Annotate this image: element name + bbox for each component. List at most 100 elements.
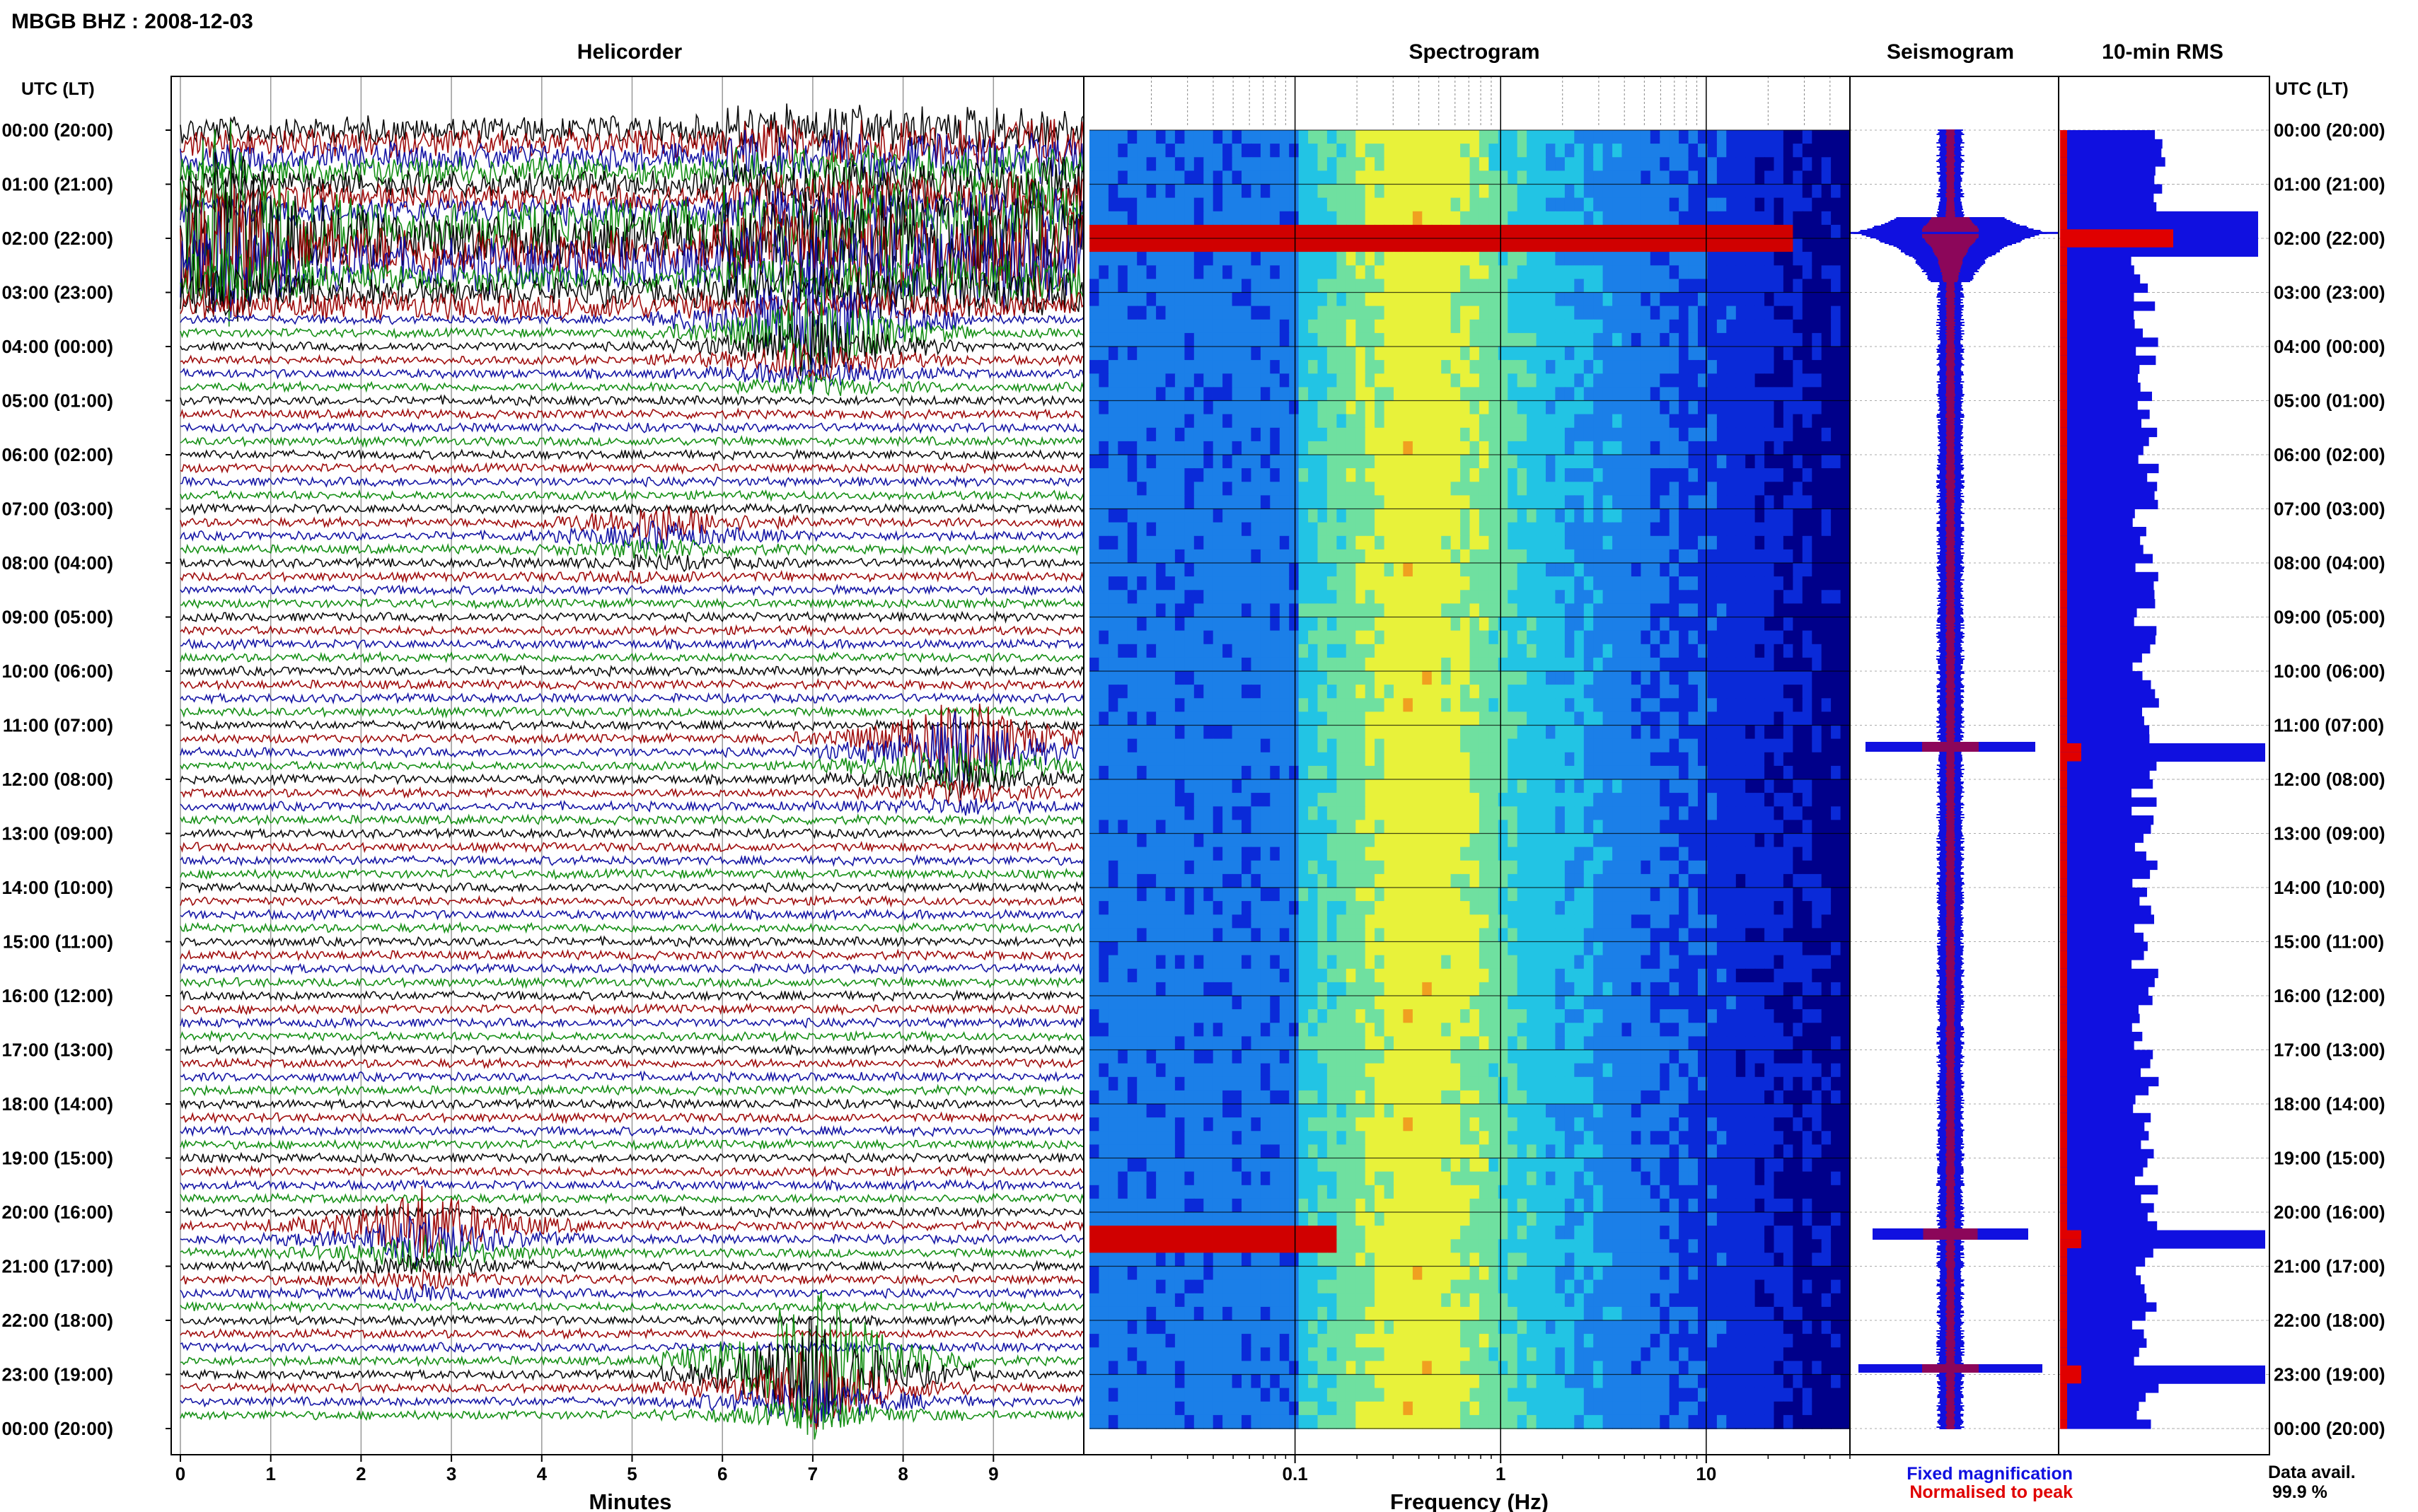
spectrogram-cell xyxy=(1355,671,1366,685)
spectrogram-cell xyxy=(1754,711,1765,726)
spectrogram-cell xyxy=(1260,373,1271,388)
spectrogram-cell xyxy=(1488,319,1499,334)
spectrogram-cell xyxy=(1460,860,1471,875)
spectrogram-cell xyxy=(1536,576,1546,591)
spectrogram-cell xyxy=(1394,332,1404,347)
spectrogram-cell xyxy=(1488,820,1499,834)
spectrogram-cell xyxy=(1735,603,1746,618)
spectrogram-cell xyxy=(1602,347,1613,361)
spectrogram-cell xyxy=(1555,211,1566,226)
spectrogram-cell xyxy=(1783,197,1794,212)
spectrogram-cell xyxy=(1308,644,1319,658)
spectrogram-cell xyxy=(1508,495,1518,510)
spectrogram-cell xyxy=(1394,711,1404,726)
spectrogram-cell xyxy=(1469,833,1480,848)
spectrogram-cell xyxy=(1698,522,1708,537)
spectrogram-cell xyxy=(1660,779,1670,793)
spectrogram-cell xyxy=(1365,928,1375,943)
spectrogram-cell xyxy=(1812,495,1822,510)
spectrogram-cell xyxy=(1412,590,1423,605)
spectrogram-cell xyxy=(1564,332,1575,347)
spectrogram-cell xyxy=(1745,820,1756,834)
spectrogram-cell xyxy=(1441,873,1452,888)
spectrogram-cell xyxy=(1308,292,1319,307)
spectrogram-cell xyxy=(1099,928,1109,943)
spectrogram-cell xyxy=(1754,387,1765,402)
spectrogram-cell xyxy=(1564,157,1575,172)
spectrogram-cell xyxy=(1641,427,1651,442)
spectrogram-cell xyxy=(1365,211,1375,226)
spectrogram-cell xyxy=(1460,576,1471,591)
spectrogram-cell xyxy=(1346,765,1356,780)
spectrogram-cell xyxy=(1326,873,1338,888)
spectrogram-cell xyxy=(1118,319,1128,334)
spectrogram-cell xyxy=(1431,224,1442,239)
spectrogram-cell xyxy=(1831,806,1841,821)
spectrogram-cell xyxy=(1764,347,1775,361)
spectrogram-cell xyxy=(1365,347,1375,361)
spectrogram-cell xyxy=(1716,455,1728,469)
spectrogram-cell xyxy=(1564,292,1575,307)
spectrogram-cell xyxy=(1431,427,1442,442)
spectrogram-cell xyxy=(1222,211,1233,226)
spectrogram-cell xyxy=(1156,793,1167,807)
spectrogram-cell xyxy=(1251,590,1261,605)
spectrogram-cell xyxy=(1831,820,1841,834)
spectrogram-cell xyxy=(1612,292,1623,307)
spectrogram-cell xyxy=(1821,847,1832,861)
spectrogram-cell xyxy=(1193,617,1204,632)
spectrogram-cell xyxy=(1365,711,1375,726)
spectrogram-cell xyxy=(1289,671,1300,685)
spectrogram-cell xyxy=(1650,928,1660,943)
helicorder-trace xyxy=(180,921,1084,934)
spectrogram-cell xyxy=(1621,630,1632,645)
spectrogram-cell xyxy=(1193,535,1204,550)
spectrogram-cell xyxy=(1308,860,1319,875)
spectrogram-cell xyxy=(1412,685,1423,699)
spectrogram-cell xyxy=(1184,630,1195,645)
spectrogram-cell xyxy=(1517,901,1527,915)
spectrogram-cell xyxy=(1174,617,1186,632)
spectrogram-cell xyxy=(1203,914,1214,929)
spectrogram-cell xyxy=(1441,630,1452,645)
spectrogram-cell xyxy=(1355,833,1366,848)
spectrogram-cell xyxy=(1203,211,1214,226)
spectrogram-cell xyxy=(1146,252,1157,266)
spectrogram-cell xyxy=(1546,590,1556,605)
spectrogram-cell xyxy=(1222,941,1233,956)
spectrogram-cell xyxy=(1546,630,1556,645)
spectrogram-cell xyxy=(1783,901,1794,915)
spectrogram-cell xyxy=(1193,387,1204,402)
spectrogram-cell xyxy=(1602,671,1613,685)
spectrogram-cell xyxy=(1679,901,1689,915)
spectrogram-cell xyxy=(1707,806,1718,821)
spectrogram-cell xyxy=(1165,468,1176,482)
spectrogram-cell xyxy=(1612,765,1623,780)
spectrogram-cell xyxy=(1745,184,1756,199)
spectrogram-cell xyxy=(1698,441,1708,455)
spectrogram-cell xyxy=(1089,941,1100,956)
spectrogram-cell xyxy=(1251,211,1261,226)
spectrogram-cell xyxy=(1793,806,1803,821)
spectrogram-cell xyxy=(1213,928,1223,943)
spectrogram-cell xyxy=(1840,400,1851,415)
spectrogram-cell xyxy=(1688,144,1699,158)
spectrogram-cell xyxy=(1621,292,1632,307)
spectrogram-cell xyxy=(1174,765,1186,780)
spectrogram-cell xyxy=(1270,387,1280,402)
spectrogram-cell xyxy=(1412,332,1423,347)
spectrogram-cell xyxy=(1745,576,1756,591)
spectrogram-cell xyxy=(1346,901,1356,915)
spectrogram-cell xyxy=(1669,657,1679,672)
spectrogram-cell xyxy=(1774,888,1784,902)
spectrogram-cell xyxy=(1213,184,1223,199)
spectrogram-cell xyxy=(1821,603,1832,618)
spectrogram-cell xyxy=(1754,630,1765,645)
spectrogram-cell xyxy=(1146,563,1157,577)
spectrogram-cell xyxy=(1735,833,1746,848)
spectrogram-cell xyxy=(1403,873,1413,888)
spectrogram-cell xyxy=(1270,170,1280,185)
spectrogram-cell xyxy=(1527,820,1537,834)
spectrogram-cell xyxy=(1546,468,1556,482)
spectrogram-cell xyxy=(1336,373,1347,388)
